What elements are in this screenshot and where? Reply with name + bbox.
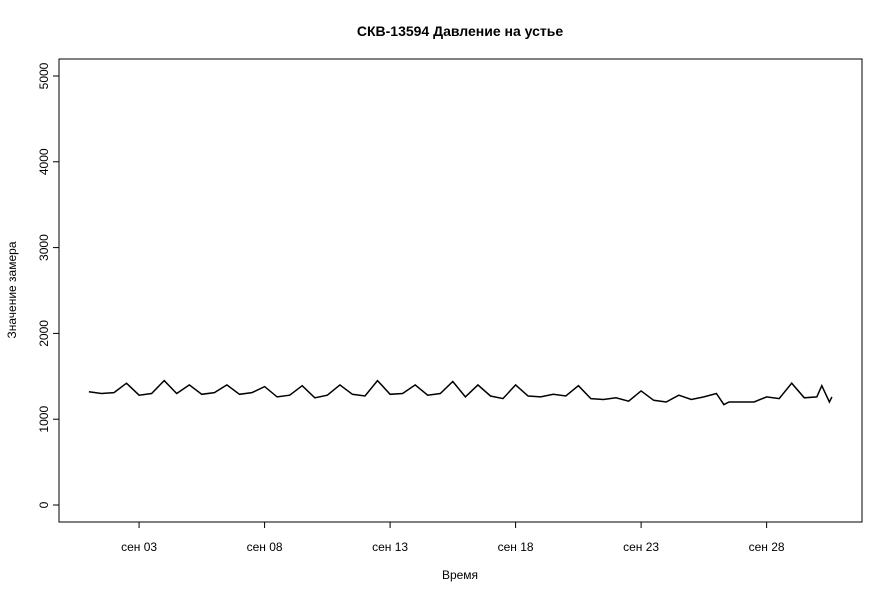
line (88, 379, 833, 406)
x-tick-label: сен 13 (372, 540, 408, 554)
x-axis-label: Время (442, 568, 478, 582)
y-tick-label: 5000 (37, 62, 51, 89)
y-tick-label: 0 (37, 501, 51, 508)
x-tick-label: сен 28 (749, 540, 785, 554)
x-tick-label: сен 18 (498, 540, 534, 554)
chart-title: СКВ-13594 Давление на устье (357, 23, 563, 39)
plot-box (58, 58, 863, 523)
x-tick-label: сен 08 (247, 540, 283, 554)
y-tick-label: 4000 (37, 148, 51, 175)
x-tick-label: сен 23 (623, 540, 659, 554)
y-tick-label: 3000 (37, 234, 51, 261)
x-tick-label: сен 03 (121, 540, 157, 554)
y-tick-label: 1000 (37, 406, 51, 433)
y-tick-label: 2000 (37, 320, 51, 347)
y-axis-label: Значение замера (5, 241, 19, 338)
